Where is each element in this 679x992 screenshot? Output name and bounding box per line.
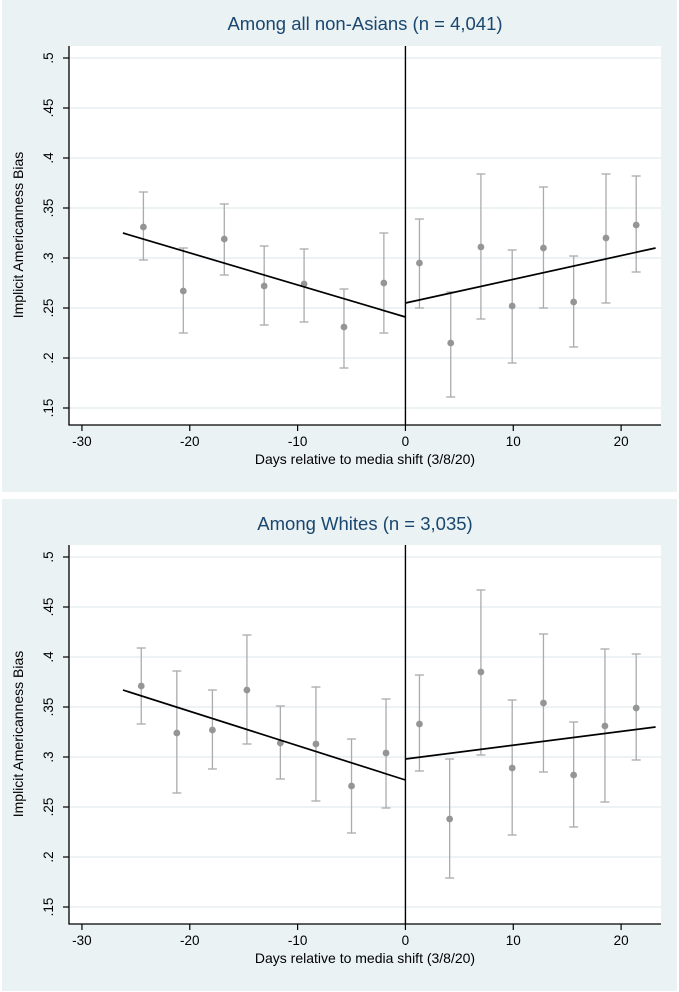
data-point <box>540 699 547 707</box>
data-point <box>382 749 390 757</box>
data-point <box>632 221 640 229</box>
chart-plot-layer: .15 .2 .25 .3 .35 .4 .45 .5 -30 -20 -10 0 10 20 <box>41 46 661 449</box>
data-point <box>416 720 423 728</box>
data-point <box>570 298 578 306</box>
data-point <box>508 302 516 310</box>
fit-line <box>405 247 656 304</box>
x-tick-label: 20 <box>614 933 629 948</box>
plot-area <box>69 46 661 425</box>
y-tick-label: .5 <box>41 551 56 562</box>
x-tick-label: 0 <box>402 434 410 449</box>
data-point <box>447 339 455 347</box>
data-point <box>209 726 216 734</box>
data-point <box>477 668 485 676</box>
x-tick-label: -10 <box>288 434 308 449</box>
x-tick-label: 10 <box>506 933 521 948</box>
x-tick-label: -20 <box>180 434 200 449</box>
y-tick-label: .25 <box>41 798 56 817</box>
x-tick-label: -30 <box>72 434 92 449</box>
x-tick-label: -10 <box>288 933 308 948</box>
data-point <box>602 234 610 242</box>
x-axis-title: Days relative to media shift (3/8/20) <box>255 451 475 467</box>
y-tick-label: .45 <box>41 99 56 118</box>
data-point <box>477 243 485 251</box>
data-point <box>140 223 147 231</box>
y-tick-label: .35 <box>41 199 56 218</box>
x-tick-label: -20 <box>180 933 200 948</box>
x-tick-label: 0 <box>402 933 410 948</box>
x-tick-label: 20 <box>614 434 629 449</box>
plot-area <box>69 545 661 924</box>
data-point <box>137 682 145 690</box>
y-tick-label: .3 <box>41 252 56 263</box>
data-point <box>632 704 640 712</box>
y-axis-title: Implicit Americanness Bias <box>10 152 26 319</box>
x-tick-label: -30 <box>72 933 92 948</box>
panel-whites: .15 .2 .25 .3 .35 .4 .45 .5 -30 -20 -10 0 10 20 Among… <box>2 499 677 991</box>
y-tick-label: .2 <box>41 352 56 363</box>
data-point <box>540 244 547 252</box>
data-point <box>173 729 181 737</box>
fit-line <box>122 689 406 781</box>
data-point <box>380 279 388 287</box>
y-axis-title: Implicit Americanness Bias <box>10 651 26 818</box>
y-tick-label: .15 <box>41 898 56 917</box>
y-tick-label: .2 <box>41 851 56 862</box>
data-point <box>446 815 454 823</box>
panel-non-asians: .15 .2 .25 .3 .35 .4 .45 .5 -30 -20 -10 0 10 20 Among… <box>2 0 677 492</box>
chart-title: Among Whites (n = 3,035) <box>257 513 472 534</box>
chart-title: Among all non-Asians (n = 4,041) <box>227 13 502 34</box>
x-tick-label: 10 <box>506 434 521 449</box>
y-tick-label: .35 <box>41 698 56 717</box>
data-point <box>508 764 516 772</box>
y-tick-label: .3 <box>41 751 56 762</box>
chart-whites: .15 .2 .25 .3 .35 .4 .45 .5 -30 -20 -10 0 10 20 Among… <box>10 513 661 966</box>
data-point <box>243 686 251 694</box>
data-point <box>570 771 578 779</box>
data-point <box>220 235 228 243</box>
chart-plot-layer: .15 .2 .25 .3 .35 .4 .45 .5 -30 -20 -10 0 10 20 <box>41 545 661 948</box>
x-axis-title: Days relative to media shift (3/8/20) <box>255 950 475 966</box>
data-point <box>416 259 423 267</box>
y-tick-label: .4 <box>41 152 56 164</box>
data-point <box>348 782 355 790</box>
data-point <box>601 722 609 730</box>
y-tick-label: .4 <box>41 651 56 663</box>
data-point <box>179 287 187 295</box>
y-tick-label: .45 <box>41 598 56 617</box>
y-tick-label: .15 <box>41 399 56 418</box>
data-point <box>340 323 348 331</box>
y-tick-label: .25 <box>41 299 56 318</box>
data-point <box>260 282 268 290</box>
y-tick-label: .5 <box>41 52 56 63</box>
chart-non-asians: .15 .2 .25 .3 .35 .4 .45 .5 -30 -20 -10 0 10 20 Among… <box>10 13 661 467</box>
fit-line <box>122 232 406 318</box>
data-point <box>312 740 320 748</box>
fit-line <box>405 726 656 760</box>
